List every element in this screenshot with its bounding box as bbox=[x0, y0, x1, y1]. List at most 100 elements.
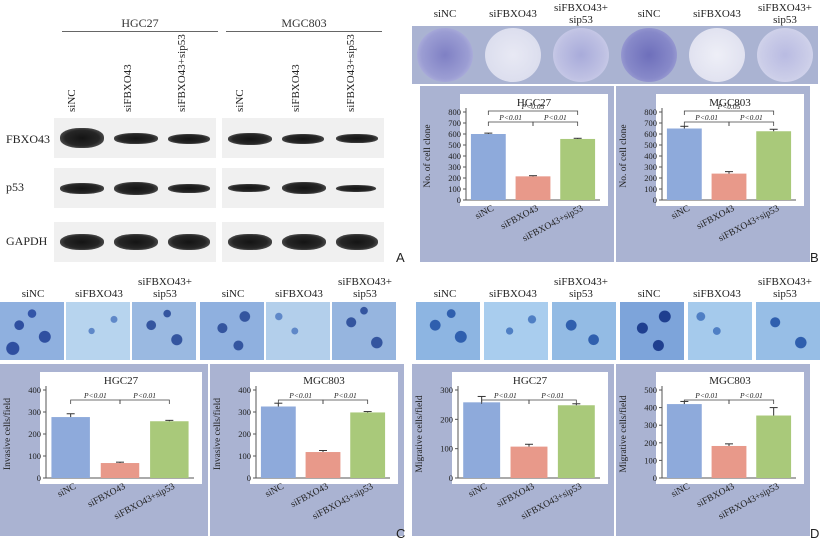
image-label: siFBXO43+ sip53 bbox=[758, 276, 812, 300]
bar-chart-c-hgc27: HGC27 0 100 200 300 400 Invasive cells/field si… bbox=[2, 372, 202, 522]
invasion-image bbox=[332, 302, 396, 360]
significance-label: P<0.01 bbox=[694, 113, 718, 122]
significance-bracket bbox=[728, 399, 775, 404]
y-tick-label: 300 bbox=[28, 407, 41, 417]
invasion-image bbox=[132, 302, 196, 360]
y-tick-label: 400 bbox=[238, 385, 251, 395]
image-label: siFBXO43+ sip53 bbox=[554, 276, 608, 300]
y-axis-label: No. of cell clone bbox=[618, 124, 629, 187]
dish-label: siNC bbox=[637, 8, 661, 20]
invasion-image bbox=[200, 302, 264, 360]
group-title-mgc803: MGC803 bbox=[281, 16, 327, 30]
band bbox=[168, 234, 210, 250]
protein-label-fbxo43: FBXO43 bbox=[6, 132, 51, 146]
significance-label: P<0.05 bbox=[521, 102, 545, 111]
blot-fbxo43-mgc803 bbox=[222, 118, 384, 158]
bar bbox=[510, 446, 548, 478]
significance-label: P<0.01 bbox=[493, 391, 517, 400]
y-tick-label: 700 bbox=[644, 118, 657, 128]
significance-bracket bbox=[119, 399, 170, 404]
y-axis-label: Migrative cells/field bbox=[618, 395, 629, 473]
lane-label: siFBXO43+sip53 bbox=[345, 34, 357, 112]
panel-letter-d: D bbox=[810, 526, 820, 541]
y-tick-label: 0 bbox=[457, 195, 461, 205]
image-label: siFBXO43 bbox=[275, 288, 323, 300]
significance-label: P<0.01 bbox=[543, 113, 567, 122]
y-axis-label: Invasive cells/field bbox=[212, 398, 223, 470]
panel-letter-a: A bbox=[396, 250, 405, 265]
bar bbox=[150, 421, 189, 478]
y-axis-label: Invasive cells/field bbox=[2, 398, 13, 470]
blot-p53-hgc27 bbox=[54, 168, 216, 208]
band bbox=[228, 234, 272, 250]
significance-label: P<0.01 bbox=[288, 391, 312, 400]
migration-image bbox=[484, 302, 548, 360]
image-label: siFBXO43+ sip53 bbox=[338, 276, 392, 300]
significance-label: P<0.01 bbox=[498, 113, 522, 122]
chart-title: MGC803 bbox=[709, 97, 751, 109]
band bbox=[60, 128, 104, 148]
bar bbox=[260, 406, 296, 478]
band bbox=[228, 184, 270, 192]
dish-label: siFBXO43+ sip53 bbox=[758, 2, 812, 26]
y-tick-label: 0 bbox=[449, 473, 453, 483]
bar bbox=[557, 405, 595, 478]
y-tick-label: 0 bbox=[653, 473, 657, 483]
band bbox=[114, 133, 158, 144]
colony-dish bbox=[485, 28, 541, 82]
colony-dish bbox=[621, 28, 677, 82]
invasion-image bbox=[0, 302, 64, 360]
y-tick-label: 500 bbox=[448, 140, 461, 150]
panel-letter-b: B bbox=[810, 250, 819, 265]
panel-a: HGC27 MGC803 siNC siFBXO43 siFBXO43+sip5… bbox=[0, 0, 410, 268]
bar bbox=[756, 415, 792, 478]
y-tick-label: 200 bbox=[28, 429, 41, 439]
band bbox=[228, 133, 272, 145]
panel-d: siNC siFBXO43 siFBXO43+ sip53 siNC siFBX… bbox=[412, 272, 823, 542]
dish-label: siFBXO43+ sip53 bbox=[554, 2, 608, 26]
x-tick-label: siNC bbox=[670, 482, 692, 500]
invasion-image bbox=[266, 302, 330, 360]
x-tick-label: siNC bbox=[474, 204, 496, 222]
image-label: siFBXO43+ sip53 bbox=[138, 276, 192, 300]
significance-bracket bbox=[683, 110, 775, 115]
significance-label: P<0.01 bbox=[540, 391, 564, 400]
y-tick-label: 300 bbox=[644, 162, 657, 172]
bar bbox=[711, 173, 747, 200]
band bbox=[282, 234, 326, 250]
significance-label: P<0.05 bbox=[717, 102, 741, 111]
invasion-image bbox=[66, 302, 130, 360]
significance-bracket bbox=[728, 121, 775, 126]
y-tick-label: 800 bbox=[448, 107, 461, 117]
band bbox=[114, 182, 158, 195]
y-tick-label: 200 bbox=[644, 438, 657, 448]
y-tick-label: 400 bbox=[644, 151, 657, 161]
y-tick-label: 0 bbox=[247, 473, 251, 483]
band bbox=[168, 184, 210, 193]
bar-chart-c-mgc803: MGC803 0 100 200 300 400 Invasive cells/field s… bbox=[212, 372, 398, 522]
bar bbox=[560, 138, 596, 200]
band bbox=[336, 234, 378, 250]
blot-p53-mgc803 bbox=[222, 168, 384, 208]
significance-label: P<0.01 bbox=[739, 113, 763, 122]
y-axis-label: No. of cell clone bbox=[422, 124, 433, 187]
image-label: siNC bbox=[221, 288, 245, 300]
migration-image bbox=[620, 302, 684, 360]
significance-bracket bbox=[528, 399, 577, 404]
significance-label: P<0.01 bbox=[83, 391, 107, 400]
colony-dish bbox=[553, 28, 609, 82]
protein-label-p53: p53 bbox=[6, 180, 24, 194]
significance-label: P<0.01 bbox=[694, 391, 718, 400]
blot-gapdh-mgc803 bbox=[222, 222, 384, 262]
significance-bracket bbox=[322, 399, 369, 404]
panel-c: siNC siFBXO43 siFBXO43+ sip53 siNC siFBX… bbox=[0, 272, 410, 542]
panel-letter-c: C bbox=[396, 526, 406, 541]
image-label: siNC bbox=[637, 288, 661, 300]
bar bbox=[711, 445, 747, 478]
migration-image bbox=[756, 302, 820, 360]
bar bbox=[350, 412, 386, 478]
bar bbox=[305, 452, 341, 478]
lane-label: siFBXO43+sip53 bbox=[176, 34, 188, 112]
significance-label: P<0.01 bbox=[132, 391, 156, 400]
bar bbox=[470, 134, 506, 200]
